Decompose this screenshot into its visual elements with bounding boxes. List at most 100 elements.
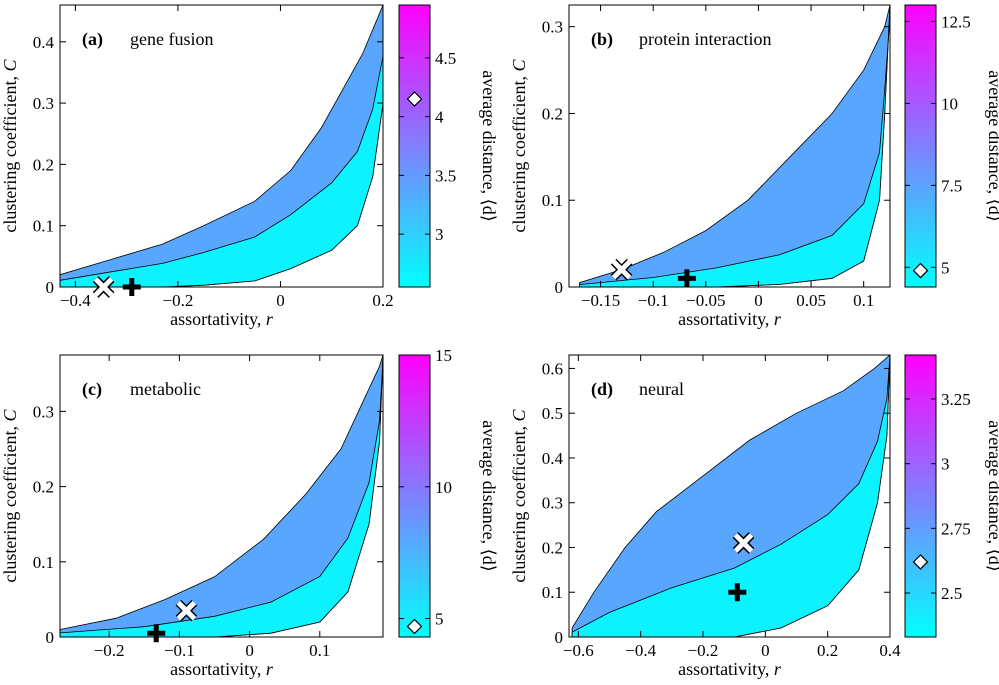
- y-tick-label: 0: [46, 278, 55, 297]
- x-tick-label: 0.4: [879, 641, 901, 660]
- contour-region: [60, 355, 383, 637]
- axes-frame: [568, 354, 891, 638]
- y-tick-label: 0.3: [33, 94, 54, 113]
- cross-marker: [93, 277, 114, 297]
- axes-frame: [568, 4, 891, 288]
- x-axis-label: assortativity, r: [170, 309, 274, 329]
- plus-marker: [147, 624, 166, 643]
- y-tick-label: 0.6: [542, 359, 563, 378]
- y-tick-label: 0: [555, 278, 564, 297]
- y-tick-label: 0.2: [542, 104, 563, 123]
- y-tick-label: 0.2: [542, 538, 563, 557]
- panel-label: (d): [591, 379, 613, 400]
- colorbar-label: average distance, ⟨d⟩: [985, 420, 999, 571]
- y-axis-label-text: clustering coefficient,: [509, 71, 529, 232]
- colorbar-tick-label: 4: [435, 108, 444, 127]
- x-tick-label: 0.1: [309, 641, 330, 660]
- contour-fill-inner: [60, 5, 383, 287]
- x-tick-label: −0.15: [581, 291, 620, 310]
- x-axis-label-text: assortativity,: [678, 309, 774, 329]
- plus-marker: [677, 269, 696, 288]
- colorbar-tick-label: 3.25: [941, 390, 971, 409]
- x-axis-label-text: assortativity,: [170, 309, 266, 329]
- colorbar-tick-label: 2.75: [941, 519, 971, 538]
- colorbar: [398, 354, 431, 638]
- x-axis-label-text: assortativity,: [678, 659, 774, 679]
- x-axis-label: assortativity, r: [170, 659, 274, 679]
- y-axis-label: clustering coefficient, C: [0, 58, 20, 232]
- y-tick-label: 0.1: [542, 191, 563, 210]
- colorbar-tick-label: 15: [435, 346, 452, 365]
- y-tick-label: 0.4: [542, 449, 564, 468]
- panel-label: (a): [82, 29, 103, 50]
- colorbar-tick-label: 5: [941, 258, 950, 277]
- x-axis-label-var: r: [774, 659, 782, 679]
- y-axis-label: clustering coefficient, C: [0, 408, 20, 582]
- x-tick-label: −0.4: [625, 641, 656, 660]
- colorbar-tick-label: 10: [435, 478, 452, 497]
- panel-title: protein interaction: [639, 29, 771, 49]
- contour-region: [60, 5, 383, 287]
- x-axis-label-var: r: [774, 309, 782, 329]
- contour-fill-inner: [579, 5, 890, 287]
- y-tick-label: 0.3: [542, 494, 563, 513]
- x-tick-label: 0: [276, 291, 285, 310]
- colorbar: [904, 4, 937, 288]
- cross-marker: [733, 533, 754, 553]
- colorbar-tick-label: 5: [435, 610, 444, 629]
- x-axis-label: assortativity, r: [678, 309, 782, 329]
- colorbar-diamond-marker: [406, 618, 423, 635]
- x-tick-label: −0.1: [164, 641, 195, 660]
- x-tick-label: 0.2: [372, 291, 393, 310]
- y-axis-label-text: clustering coefficient,: [0, 71, 20, 232]
- y-axis-label: clustering coefficient, C: [509, 408, 529, 582]
- y-tick-label: 0.4: [33, 33, 55, 52]
- colorbar-tick-label: 3: [435, 225, 444, 244]
- x-axis-label-text: assortativity,: [170, 659, 266, 679]
- y-tick-label: 0: [555, 628, 564, 647]
- y-tick-label: 0.5: [542, 404, 563, 423]
- y-tick-label: 0.2: [33, 155, 54, 174]
- y-axis-label-var: C: [509, 58, 529, 71]
- x-axis-label-var: r: [266, 309, 274, 329]
- panel-c: −0.2 −0.1 0 0.1 0 0.1 0.2 0.3 assortativity, r cl…: [0, 346, 499, 679]
- panel-label: (c): [82, 379, 102, 400]
- colorbar-tick-label: 12.5: [941, 12, 971, 31]
- colorbar-diamond-marker: [912, 554, 929, 570]
- x-tick-label: 0.1: [853, 291, 874, 310]
- colorbar-diamond-marker: [406, 91, 423, 107]
- colorbar-tick-label: 7.5: [941, 176, 962, 195]
- y-axis-label-text: clustering coefficient,: [509, 421, 529, 582]
- plus-marker: [122, 278, 141, 296]
- axes-frame: [59, 4, 384, 288]
- x-tick-label: −0.6: [563, 641, 594, 660]
- y-axis-label-var: C: [509, 408, 529, 421]
- axes-frame: [59, 354, 384, 638]
- x-tick-label: −0.2: [94, 641, 125, 660]
- x-tick-label: 0.05: [796, 291, 826, 310]
- panel-label: (b): [591, 29, 613, 50]
- x-tick-label: −0.4: [60, 291, 91, 310]
- panel-title: neural: [639, 379, 684, 399]
- colorbar-label: average distance, ⟨d⟩: [479, 70, 499, 221]
- x-tick-label: 0: [761, 641, 770, 660]
- colorbar-label: average distance, ⟨d⟩: [985, 70, 999, 221]
- contour-fill-inner: [571, 355, 890, 637]
- y-tick-label: 0.3: [542, 18, 563, 37]
- colorbar: [904, 354, 937, 638]
- y-tick-label: 0: [46, 628, 55, 647]
- y-tick-label: 0.1: [33, 553, 54, 572]
- x-tick-label: −0.2: [162, 291, 193, 310]
- colorbar-tick-label: 2.5: [941, 584, 962, 603]
- x-tick-label: −0.05: [686, 291, 725, 310]
- panel-a: −0.4 −0.2 0 0.2 0 0.1 0.2 0.3 0.4 assortativity, …: [0, 4, 499, 329]
- panel-title: metabolic: [130, 379, 201, 399]
- y-tick-label: 0.1: [33, 217, 54, 236]
- y-axis-label-var: C: [0, 408, 20, 421]
- x-tick-label: 0: [754, 291, 763, 310]
- x-tick-label: 0: [245, 641, 254, 660]
- colorbar-tick-label: 10: [941, 94, 958, 113]
- x-axis-label: assortativity, r: [678, 659, 782, 679]
- colorbar-tick-label: 4.5: [435, 49, 456, 68]
